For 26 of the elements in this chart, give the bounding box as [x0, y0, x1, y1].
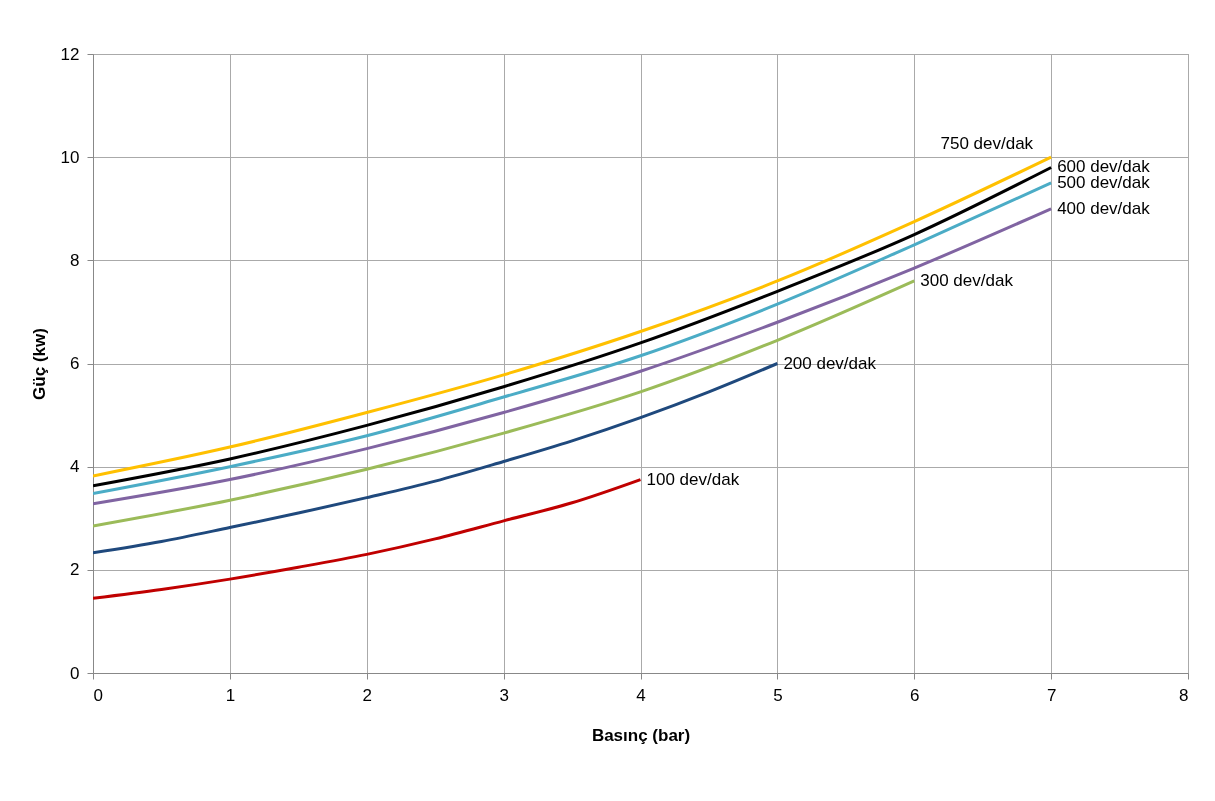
- series-label: 100 dev/dak: [646, 469, 740, 489]
- x-tick-label: 8: [1179, 685, 1189, 705]
- y-tick-label: 6: [70, 354, 80, 373]
- y-axis-title: Güç (kw): [29, 328, 49, 400]
- line-series: [93, 362, 779, 555]
- x-tick-label: 4: [636, 685, 646, 705]
- line-series: [93, 279, 916, 528]
- y-tick-label: 4: [70, 457, 80, 477]
- x-tick-label: 3: [499, 685, 509, 705]
- series-label: 750 dev/dak: [940, 134, 1034, 154]
- x-tick-label: 5: [773, 685, 783, 705]
- x-tick-label: 6: [910, 685, 920, 705]
- y-tick-label: 10: [60, 147, 80, 167]
- line-series: [93, 478, 642, 600]
- x-axis-title: Basınç (bar): [591, 725, 691, 745]
- y-tick-label: 0: [70, 663, 80, 683]
- series-label: 400 dev/dak: [1057, 198, 1151, 218]
- y-tick-label: 2: [70, 560, 80, 580]
- x-tick-label: 2: [362, 685, 372, 705]
- x-tick-label: 1: [225, 685, 236, 705]
- series-label: 300 dev/dak: [920, 270, 1014, 290]
- y-tick-label: 8: [70, 250, 80, 270]
- y-tick-label: 12: [60, 44, 80, 64]
- x-tick-label: 0: [93, 685, 103, 705]
- x-tick-label: 7: [1046, 685, 1057, 705]
- series-label: 200 dev/dak: [783, 353, 877, 373]
